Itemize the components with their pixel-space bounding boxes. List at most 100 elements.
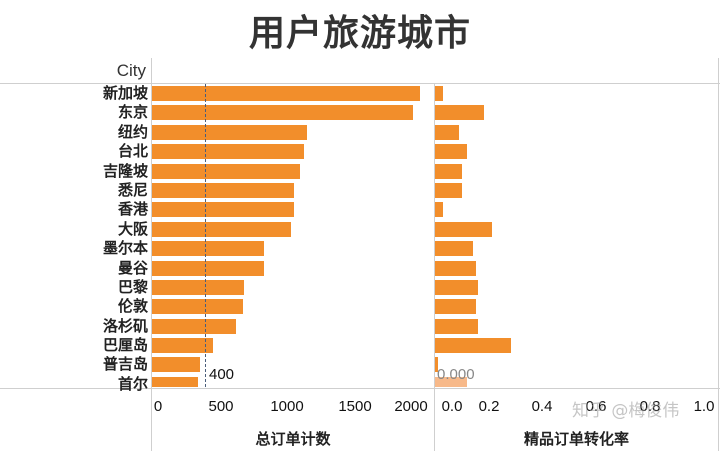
conversion-rate-bar[interactable] bbox=[435, 163, 462, 179]
total-orders-bar[interactable] bbox=[152, 376, 198, 387]
city-label: 新加坡 bbox=[102, 84, 148, 102]
x-tick-label: 0.8 bbox=[639, 398, 661, 415]
total-orders-bar[interactable] bbox=[152, 279, 245, 295]
city-label: 悉尼 bbox=[117, 180, 148, 199]
total-orders-bar[interactable] bbox=[152, 144, 305, 160]
x-tick-label: 1.0 bbox=[693, 398, 715, 415]
conversion-rate-bar[interactable] bbox=[435, 86, 444, 101]
bar-row bbox=[435, 123, 718, 142]
city-header: City bbox=[116, 61, 146, 80]
bar-row bbox=[152, 123, 434, 142]
x-tick-label: 500 bbox=[208, 398, 234, 415]
right-panel-border bbox=[434, 84, 435, 451]
city-label: 墨尔本 bbox=[102, 239, 148, 258]
chart-title: 用户旅游城市 bbox=[248, 13, 471, 54]
bar-row bbox=[152, 103, 434, 122]
x-tick-label: 0 bbox=[153, 398, 163, 415]
axis-divider bbox=[0, 388, 720, 389]
city-labels: 新加坡 东京 纽约 台北 吉隆坡 悉尼 香港 大阪 墨尔本 曼谷 巴黎 伦敦 洛杉矶 巴厘岛 普吉岛 首尔 bbox=[60, 84, 148, 394]
conversion-rate-bar[interactable] bbox=[435, 182, 462, 198]
city-label: 伦敦 bbox=[117, 297, 148, 316]
city-label: 吉隆坡 bbox=[102, 161, 148, 180]
conversion-rate-panel bbox=[435, 84, 718, 387]
bar-row bbox=[152, 239, 434, 258]
watermark: 知乎 @梅俊伟 bbox=[572, 401, 680, 421]
total-orders-bar[interactable] bbox=[152, 202, 294, 218]
conversion-rate-bar[interactable] bbox=[435, 202, 444, 218]
bar-row bbox=[152, 181, 434, 200]
bar-row bbox=[435, 142, 718, 161]
bar-row bbox=[435, 181, 718, 200]
x-tick-label: 2000 bbox=[394, 398, 428, 415]
left-axis-title: 总订单计数 bbox=[255, 430, 331, 448]
bar-row bbox=[152, 200, 434, 219]
conversion-rate-bar[interactable] bbox=[435, 260, 476, 276]
reference-line-400 bbox=[205, 84, 206, 387]
bar-row bbox=[435, 239, 718, 258]
city-label: 巴黎 bbox=[117, 277, 148, 296]
total-orders-bar[interactable] bbox=[152, 299, 243, 315]
right-edge-border bbox=[718, 58, 719, 451]
x-tick-label: 1000 bbox=[270, 398, 304, 415]
x-tick-label: 0.2 bbox=[478, 398, 500, 415]
bar-row bbox=[152, 336, 434, 355]
bar-row bbox=[435, 278, 718, 297]
bar-row bbox=[152, 355, 434, 374]
left-panel-border bbox=[151, 58, 152, 451]
conversion-rate-bar[interactable] bbox=[435, 299, 476, 315]
bar-row bbox=[435, 84, 718, 103]
total-orders-bar[interactable] bbox=[152, 221, 292, 237]
x-tick-label: 1500 bbox=[338, 398, 372, 415]
total-orders-bar[interactable] bbox=[152, 182, 294, 198]
bar-row bbox=[435, 297, 718, 316]
header-divider bbox=[0, 83, 720, 84]
total-orders-bar[interactable] bbox=[152, 260, 265, 276]
conversion-rate-bar[interactable] bbox=[435, 318, 479, 334]
total-orders-bar[interactable] bbox=[152, 338, 214, 354]
conversion-rate-bar[interactable] bbox=[435, 357, 438, 373]
reference-label-left: 400 bbox=[209, 366, 235, 383]
city-label: 纽约 bbox=[117, 122, 148, 141]
conversion-rate-bar[interactable] bbox=[435, 124, 460, 140]
conversion-rate-bar[interactable] bbox=[435, 241, 473, 257]
bar-row bbox=[152, 162, 434, 181]
total-orders-bar[interactable] bbox=[152, 124, 307, 140]
city-label: 洛杉矶 bbox=[102, 316, 148, 335]
city-label: 普吉岛 bbox=[102, 355, 148, 374]
conversion-rate-bar[interactable] bbox=[435, 279, 479, 295]
total-orders-bar[interactable] bbox=[152, 241, 265, 257]
city-label: 巴厘岛 bbox=[102, 336, 148, 355]
bar-row bbox=[152, 84, 434, 103]
conversion-rate-bar[interactable] bbox=[435, 338, 511, 354]
conversion-rate-bar[interactable] bbox=[435, 144, 468, 160]
x-tick-label: 0.6 bbox=[585, 398, 607, 415]
bar-row bbox=[435, 375, 718, 387]
bar-row bbox=[435, 162, 718, 181]
bar-row bbox=[435, 259, 718, 278]
bar-row bbox=[435, 103, 718, 122]
bar-row bbox=[152, 297, 434, 316]
city-label: 首尔 bbox=[117, 374, 148, 393]
total-orders-bar[interactable] bbox=[152, 86, 421, 101]
conversion-rate-bar[interactable] bbox=[435, 105, 484, 121]
x-tick-label: 0.0 bbox=[441, 398, 463, 415]
bar-row bbox=[435, 355, 718, 374]
total-orders-bar[interactable] bbox=[152, 318, 236, 334]
city-label: 东京 bbox=[117, 103, 148, 122]
conversion-rate-bar[interactable] bbox=[435, 221, 492, 237]
bar-row bbox=[152, 220, 434, 239]
bar-row bbox=[435, 200, 718, 219]
right-axis-title: 精品订单转化率 bbox=[523, 430, 629, 448]
total-orders-bar[interactable] bbox=[152, 163, 301, 179]
total-orders-bar[interactable] bbox=[152, 105, 413, 121]
conversion-rate-bar[interactable] bbox=[435, 376, 468, 387]
total-orders-bar[interactable] bbox=[152, 357, 200, 373]
bar-row bbox=[152, 375, 434, 387]
reference-label-right: 0.000 bbox=[437, 366, 475, 383]
city-label: 香港 bbox=[117, 200, 148, 219]
city-label: 大阪 bbox=[117, 219, 148, 238]
city-label: 曼谷 bbox=[117, 258, 148, 277]
bar-row bbox=[435, 220, 718, 239]
bar-row bbox=[435, 336, 718, 355]
bar-row bbox=[152, 142, 434, 161]
